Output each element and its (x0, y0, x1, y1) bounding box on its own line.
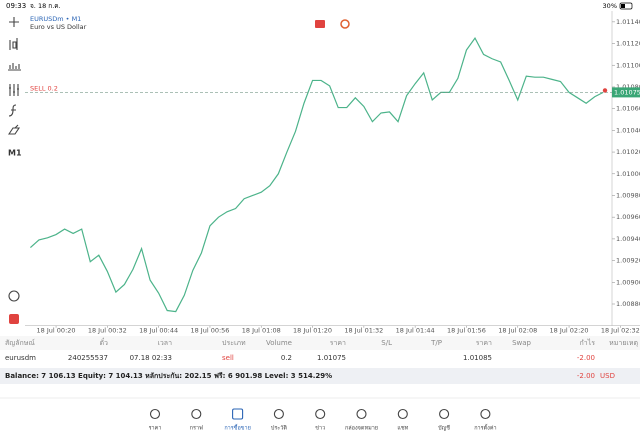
x-tick-label: 18 Jul 00:44 (139, 327, 178, 335)
y-tick-label: 1.00920 (616, 257, 640, 265)
y-tick-label: 1.01040 (616, 126, 640, 134)
x-tick-label: 18 Jul 00:20 (37, 327, 76, 335)
y-tick-label: 1.01080 (616, 83, 640, 91)
indicator-tool[interactable] (8, 63, 21, 71)
y-tick-label: 1.01020 (616, 148, 640, 156)
x-tick-label: 18 Jul 01:56 (447, 327, 486, 335)
y-tick-label: 1.00980 (616, 191, 640, 199)
nav-label[interactable]: การตั้งค่า (474, 424, 496, 432)
crosshair-tool[interactable] (9, 17, 19, 27)
nav-icon[interactable] (439, 408, 450, 420)
column-header: สัญลักษณ์ (5, 339, 35, 347)
status-time: 09:33 (6, 2, 26, 10)
bottom-nav: ราคา กราฟ การซื้อขาย ประวัติ ข่าว กล่องจดหมาย… (149, 408, 497, 432)
position-marker[interactable] (602, 88, 608, 93)
cell: 07.18 02:33 (130, 354, 172, 362)
x-tick-label: 18 Jul 01:20 (293, 327, 332, 335)
nav-label[interactable]: กราฟ (190, 425, 203, 432)
y-tick-label: 1.01000 (616, 170, 640, 178)
nav-icon[interactable] (273, 408, 284, 420)
column-header: หมายเหตุ (609, 339, 638, 347)
price-line (30, 36, 604, 313)
cell: sell (222, 354, 234, 362)
battery-text: 30% (603, 2, 617, 10)
timeframe[interactable]: M1 (8, 149, 22, 158)
x-tick-label: 18 Jul 00:32 (88, 327, 127, 335)
y-tick-label: 1.01120 (616, 40, 640, 48)
nav-label[interactable]: แชท (397, 425, 408, 432)
x-tick-label: 18 Jul 00:56 (190, 327, 229, 335)
nav-label[interactable]: ราคา (149, 426, 162, 432)
symbol-description: Euro vs US Dollar (30, 23, 87, 31)
table-header: สัญลักษณ์ ตั๋ว เวลา ประเภท Volume ราคา S/L T/P ร… (5, 338, 638, 347)
y-tick-label: 1.00960 (616, 213, 640, 221)
y-tick-label: 1.00880 (616, 300, 640, 308)
x-tick-label: 18 Jul 01:44 (396, 327, 435, 335)
x-tick-label: 18 Jul 01:08 (242, 327, 281, 335)
column-header: T/P (430, 339, 442, 347)
nav-label[interactable]: บัญชี (438, 425, 450, 432)
nav-label[interactable]: กล่องจดหมาย (345, 426, 378, 432)
price-tag-label: 1.01075 (614, 88, 640, 96)
column-header: S/L (381, 339, 392, 347)
nav-icon[interactable] (480, 408, 491, 420)
settings-tool[interactable] (9, 84, 19, 96)
y-tick-label: 1.01140 (616, 18, 640, 26)
summary-bg (0, 368, 640, 384)
y-tick-label: 1.00940 (616, 235, 640, 243)
cell: eurusdm (5, 354, 36, 362)
x-tick-label: 18 Jul 02:20 (550, 327, 589, 335)
position-label: SELL 0.2 (30, 84, 58, 92)
battery-level (621, 4, 625, 8)
column-header: Volume (266, 339, 292, 347)
nav-label[interactable]: ข่าว (315, 426, 325, 432)
function-tool[interactable] (8, 104, 17, 117)
left-toolbar: M1 (7, 17, 22, 324)
cell: 240255537 (68, 354, 108, 362)
table-header-bg (0, 336, 640, 350)
column-header: ราคา (476, 339, 492, 347)
y-tick-label: 1.01100 (616, 61, 640, 69)
x-tick-label: 18 Jul 01:32 (344, 327, 383, 335)
nav-label[interactable]: การซื้อขาย (224, 424, 250, 432)
trade-tool[interactable] (9, 314, 19, 324)
chart-type-tool[interactable] (9, 38, 18, 50)
nav-icon[interactable] (149, 408, 161, 420)
table-row[interactable]: eurusdm 240255537 07.18 02:33 sell 0.2 1… (5, 354, 595, 362)
column-header: ตั๋ว (100, 338, 109, 347)
x-tick-label: 18 Jul 02:32 (601, 327, 640, 335)
y-tick-label: 1.01060 (616, 105, 640, 113)
status-date: จ. 18 ก.ค. (30, 2, 61, 10)
cell: -2.00 (577, 354, 595, 362)
cell: 1.01075 (317, 354, 346, 362)
nav-icon[interactable] (232, 408, 244, 420)
symbol[interactable]: EURUSDm • M1 (30, 15, 81, 23)
price-tag (612, 87, 640, 98)
column-header: กำไร (580, 338, 596, 347)
nav-label[interactable]: ประวัติ (271, 425, 287, 432)
nav-icon[interactable] (397, 408, 408, 420)
depth-button[interactable] (340, 19, 350, 29)
nav-icon[interactable] (191, 408, 202, 420)
cell: 0.2 (281, 354, 292, 362)
summary-profit: -2.00 (577, 372, 595, 380)
chart: 1.00880 1.00900 1.00920 1.00940 1.00960 1.009… (25, 18, 640, 335)
trade-button[interactable] (315, 20, 325, 28)
column-header: Swap (512, 339, 531, 347)
zoom-tool[interactable] (8, 290, 20, 302)
objects-tool[interactable] (7, 124, 21, 135)
nav-icon[interactable] (356, 408, 367, 420)
battery-icon (619, 2, 633, 10)
column-header: ราคา (330, 339, 346, 347)
y-tick-label: 1.00900 (616, 278, 640, 286)
summary-currency: USD (600, 372, 615, 380)
cell: 1.01085 (463, 354, 492, 362)
column-header: ประเภท (222, 339, 246, 347)
summary: Balance: 7 106.13 Equity: 7 104.13 หลักป… (5, 372, 332, 380)
nav-icon[interactable] (315, 408, 326, 420)
x-tick-label: 18 Jul 02:08 (498, 327, 537, 335)
column-header: เวลา (157, 339, 172, 347)
